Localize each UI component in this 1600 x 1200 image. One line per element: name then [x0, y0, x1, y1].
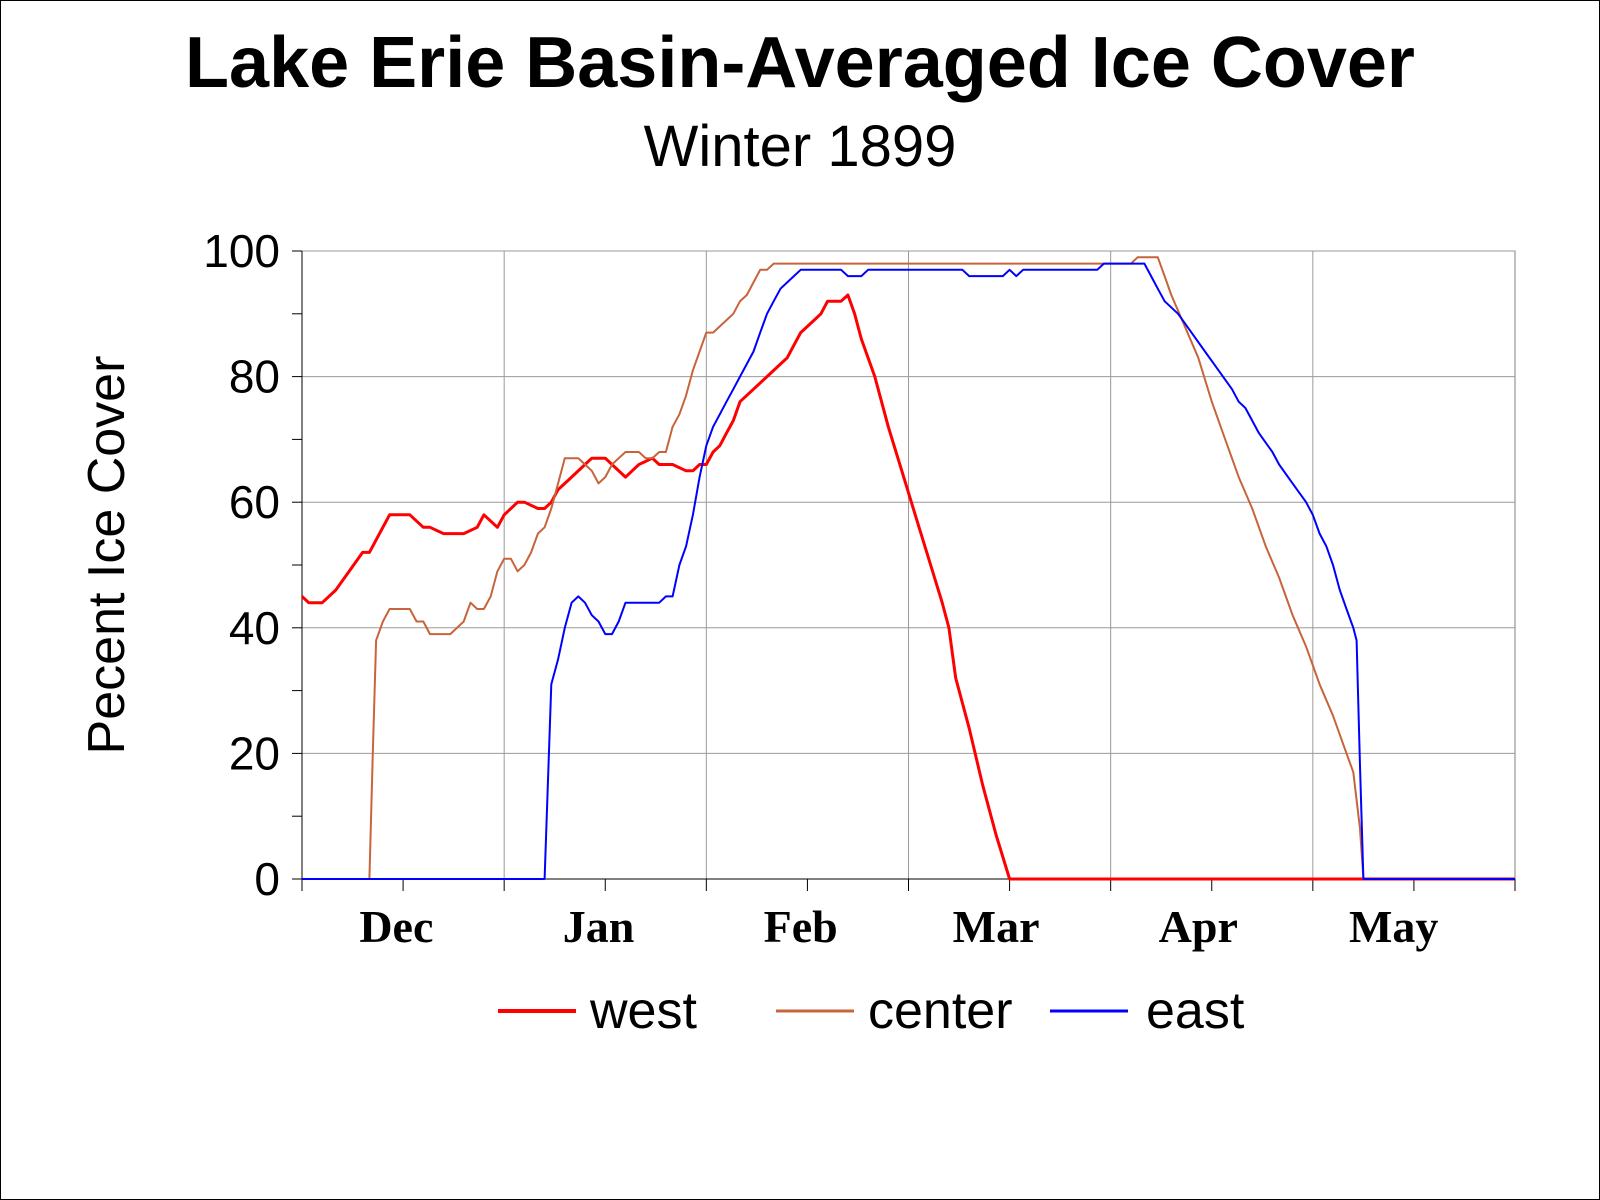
- chart-title: Lake Erie Basin-Averaged Ice Cover: [185, 23, 1415, 103]
- chart-subtitle: Winter 1899: [643, 114, 957, 179]
- y-tick-label: 40: [229, 602, 280, 654]
- legend-label-east: east: [1146, 982, 1245, 1040]
- legend-label-center: center: [868, 982, 1013, 1040]
- y-axis-label: Pecent Ice Cover: [78, 356, 136, 755]
- y-tick-label: 20: [229, 727, 280, 779]
- y-tick-label: 0: [254, 853, 280, 905]
- y-tick-label: 100: [203, 225, 280, 277]
- series-line-east: [302, 262, 1515, 880]
- legend: west center east: [498, 982, 1245, 1040]
- series-line-center: [302, 256, 1515, 880]
- x-tick-label: Feb: [764, 901, 838, 952]
- series-line-west: [300, 293, 1515, 881]
- series-lines: [300, 256, 1515, 881]
- grid-lines: [302, 250, 1515, 879]
- x-tick-label: May: [1349, 901, 1438, 952]
- x-tick-label: Jan: [563, 901, 635, 952]
- x-tick-label: Apr: [1159, 901, 1238, 952]
- x-tick-label: Dec: [359, 901, 433, 952]
- y-tick-labels: 0 20 40 60 80 100: [203, 225, 280, 905]
- y-tick-label: 60: [229, 476, 280, 528]
- x-tick-label: Mar: [953, 901, 1040, 952]
- legend-label-west: west: [589, 982, 697, 1040]
- x-tick-labels: Dec Jan Feb Mar Apr May: [359, 901, 1438, 952]
- y-tick-label: 80: [229, 351, 280, 403]
